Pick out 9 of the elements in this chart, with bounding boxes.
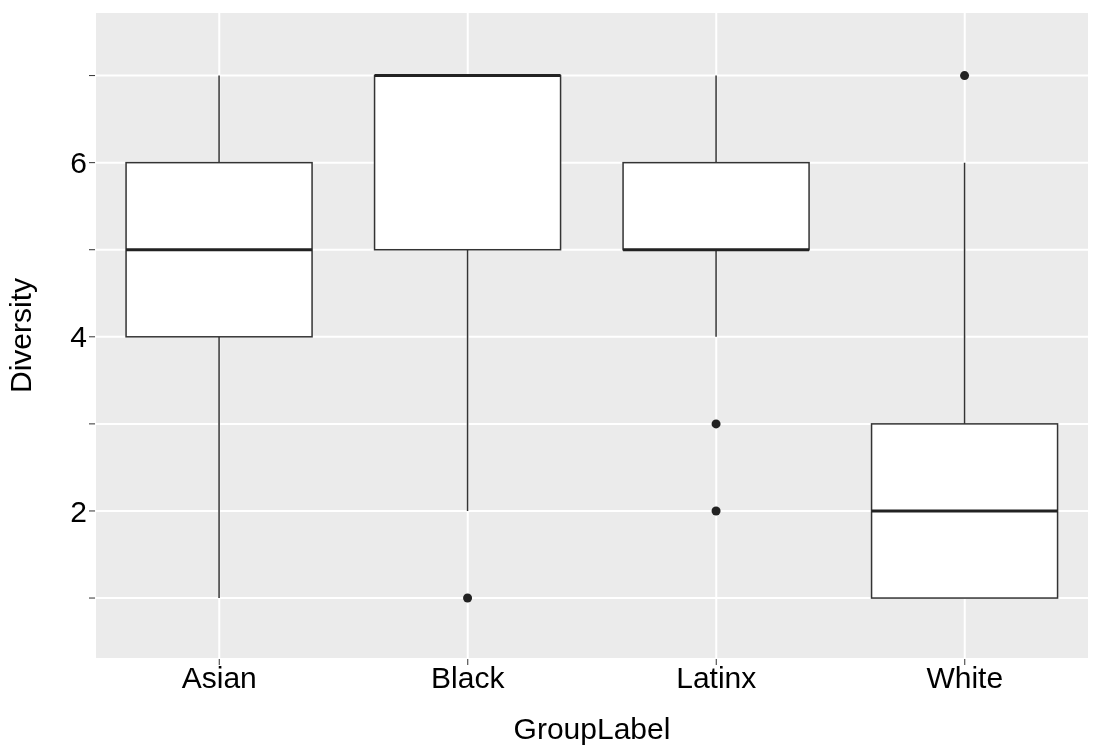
y-tick-label: 2 <box>70 494 87 528</box>
x-tick-label: Black <box>431 661 506 695</box>
x-tick-label: Latinx <box>676 661 757 695</box>
x-tick-label: Asian <box>181 661 257 695</box>
x-axis-title: GroupLabel <box>513 712 671 745</box>
y-tick-label: 4 <box>70 320 87 354</box>
x-tick-label: White <box>926 661 1004 695</box>
y-axis-title: Diversity <box>3 277 37 394</box>
y-tick-label: 6 <box>70 146 87 180</box>
